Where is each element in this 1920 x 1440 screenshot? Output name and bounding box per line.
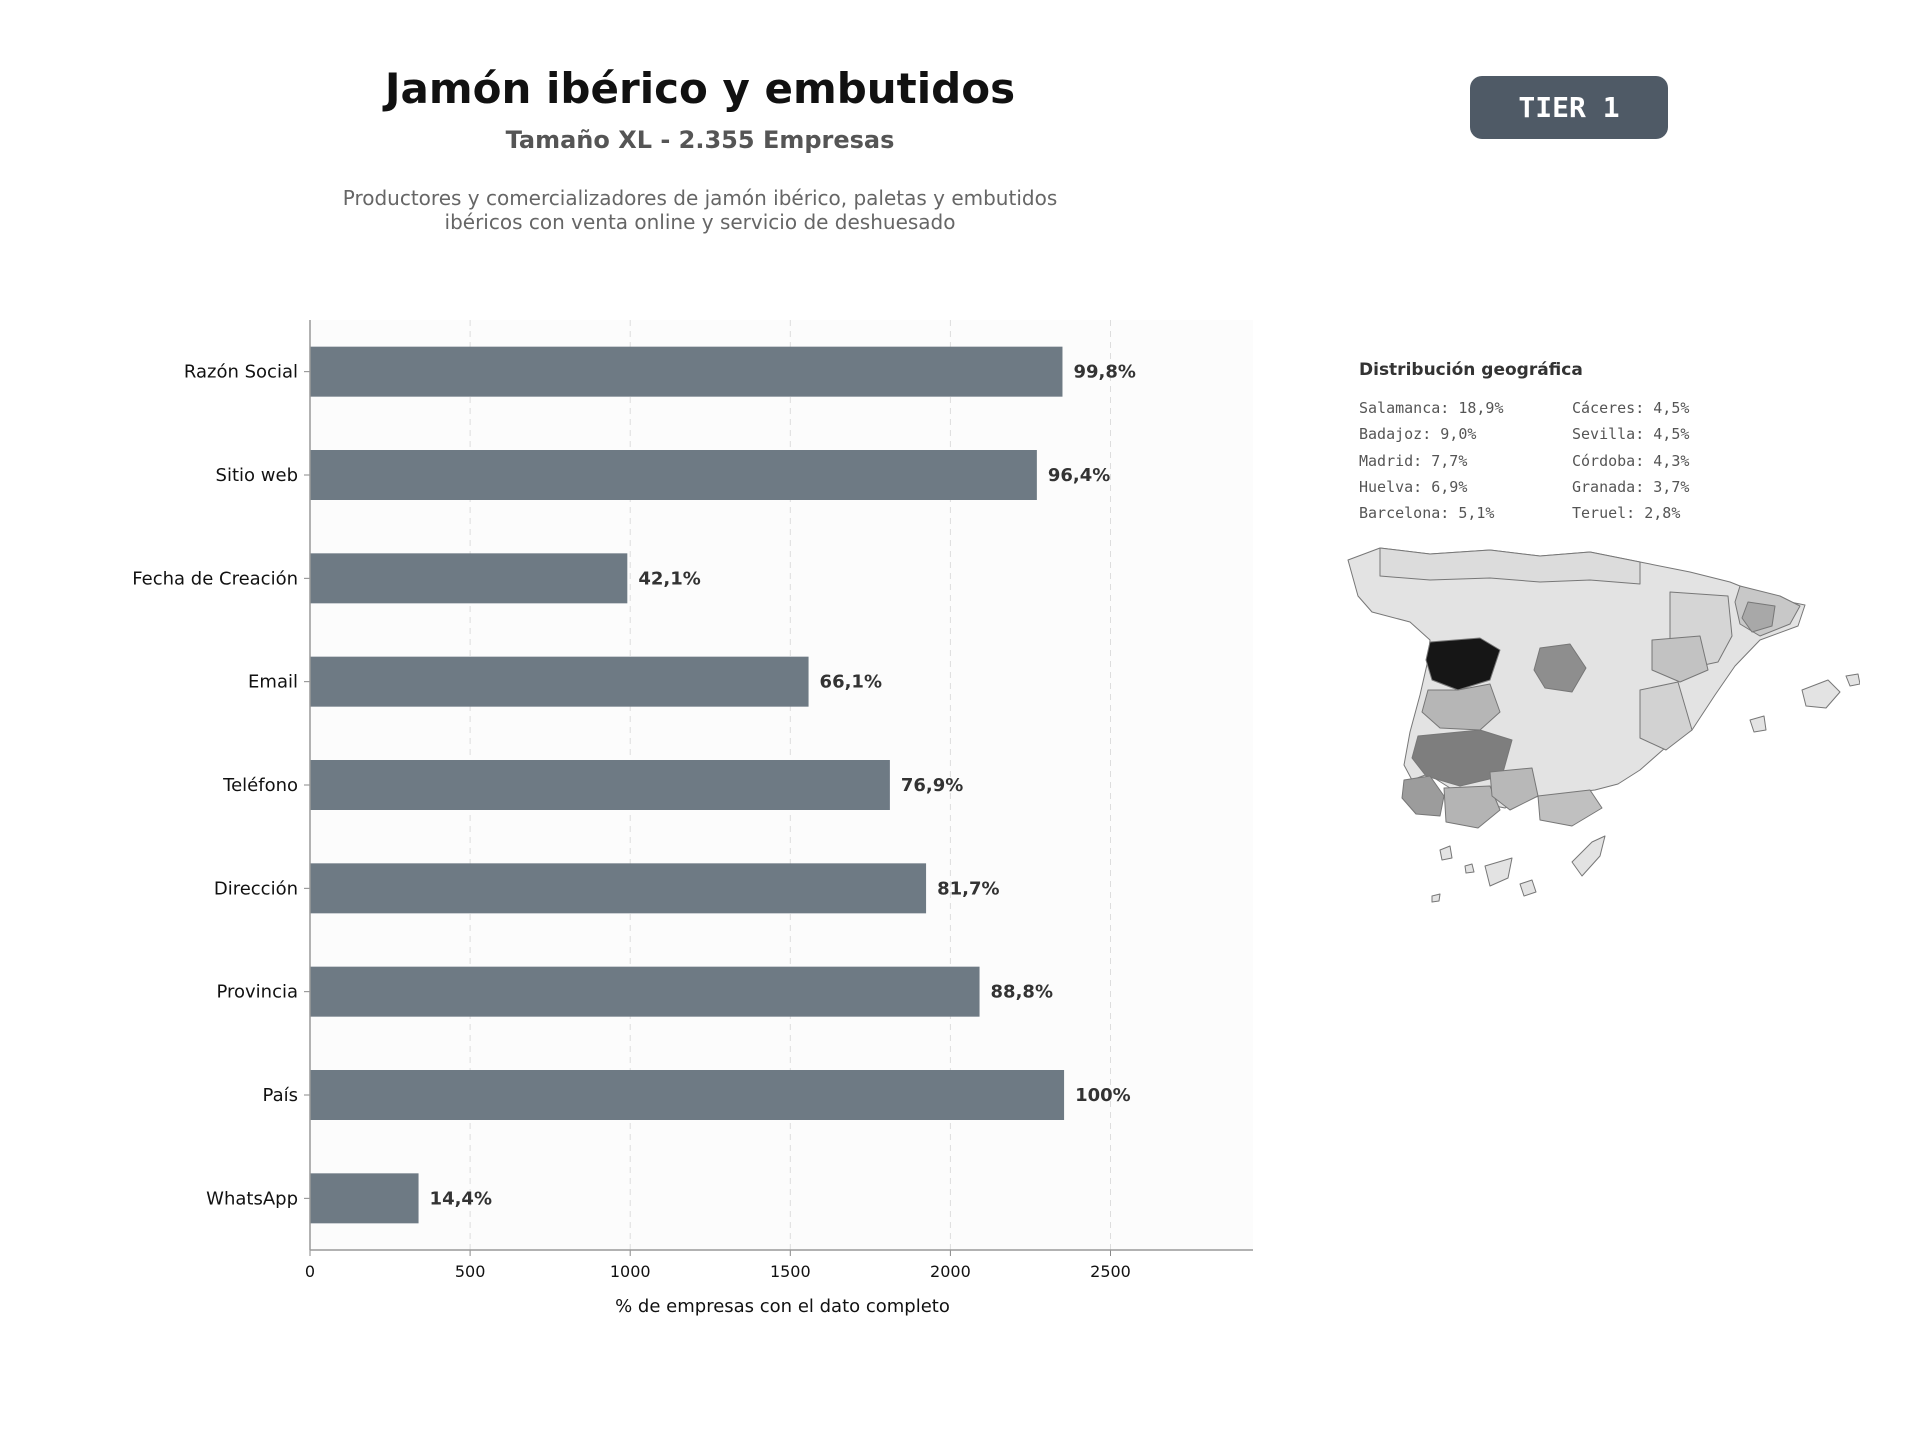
- map-region-balearic-ibiza: [1749, 715, 1767, 733]
- description-line-1: Productores y comercializadores de jamón…: [342, 186, 1058, 210]
- bar: [310, 346, 1063, 397]
- bar: [310, 760, 890, 810]
- map-region-canary-3: [1484, 857, 1513, 887]
- map-region-balearic-menorca: [1845, 673, 1860, 687]
- x-tick-label: 0: [305, 1262, 315, 1281]
- chart-description: Productores y comercializadores de jamón…: [0, 186, 1400, 234]
- bar: [310, 656, 809, 707]
- map-region-sevilla: [1443, 785, 1501, 829]
- map-region-madrid: [1533, 643, 1587, 693]
- map-region-caceres: [1421, 683, 1501, 731]
- geo-item: Salamanca: 18,9%: [1359, 399, 1504, 417]
- map-region-canary-4: [1519, 879, 1537, 897]
- x-tick-label: 1000: [610, 1262, 651, 1281]
- map-region-granada: [1537, 789, 1603, 827]
- geo-distribution-list: Salamanca: 18,9% Cáceres: 4,5% Badajoz: …: [1359, 398, 1719, 529]
- y-tick-label: Razón Social: [184, 362, 298, 383]
- data-label: 42,1%: [638, 568, 700, 589]
- bar: [310, 966, 980, 1017]
- y-tick-label: Email: [248, 672, 298, 693]
- data-label: 96,4%: [1048, 465, 1110, 486]
- geo-item: Huelva: 6,9%: [1359, 477, 1468, 496]
- geo-item: Córdoba: 4,3%: [1572, 451, 1690, 470]
- bar: [310, 1173, 419, 1224]
- x-tick-label: 2500: [1090, 1262, 1131, 1281]
- y-tick-label: Sitio web: [216, 465, 298, 486]
- geo-item: Badajoz: 9,0%: [1359, 425, 1477, 444]
- description-line-2: ibéricos con venta online y servicio de …: [444, 210, 956, 234]
- map-region-teruel: [1651, 635, 1709, 683]
- data-label: 99,8%: [1073, 362, 1135, 383]
- data-label: 14,4%: [430, 1188, 492, 1209]
- y-tick-label: Provincia: [216, 982, 298, 1003]
- map-region-barcelona: [1741, 601, 1776, 633]
- map-region-north-strip: [1379, 547, 1641, 585]
- geo-distribution-title: Distribución geográfica: [1359, 360, 1583, 380]
- data-label: 76,9%: [901, 775, 963, 796]
- map-region-canary-6: [1431, 893, 1441, 903]
- map-region-huelva: [1401, 775, 1445, 817]
- chart-subtitle: Tamaño XL - 2.355 Empresas: [505, 126, 895, 154]
- y-tick-label: Teléfono: [222, 775, 298, 796]
- y-tick-label: WhatsApp: [206, 1188, 298, 1209]
- data-label: 81,7%: [937, 878, 999, 899]
- map-region-salamanca: [1425, 637, 1501, 691]
- x-axis-label: % de empresas con el dato completo: [615, 1296, 950, 1317]
- map-region-east-coast: [1639, 681, 1693, 751]
- geo-item: Madrid: 7,7%: [1359, 451, 1468, 470]
- data-label: 88,8%: [991, 982, 1053, 1003]
- bar: [310, 553, 628, 604]
- x-tick-label: 500: [455, 1262, 486, 1281]
- map-region-canary-2: [1464, 863, 1475, 874]
- bar: [310, 450, 1037, 500]
- data-label: 66,1%: [820, 672, 882, 693]
- geo-item: Granada: 3,7%: [1572, 477, 1690, 496]
- bar: [310, 863, 927, 914]
- bar-chart: 0 500 1000 1500 2000 2500 Razón Social 99,8% Sit…: [132, 320, 1253, 1317]
- x-tick-label: 2000: [930, 1262, 971, 1281]
- y-tick-label: Dirección: [214, 878, 298, 899]
- tier-badge: TIER 1: [1470, 76, 1668, 139]
- y-tick-label: País: [263, 1085, 298, 1106]
- map-region-canary-1: [1439, 845, 1453, 861]
- geo-item: Barcelona: 5,1%: [1359, 504, 1495, 523]
- map-region-cordoba: [1489, 767, 1539, 811]
- spain-province-map: [1347, 547, 1860, 903]
- y-tick-label: Fecha de Creación: [132, 568, 298, 589]
- map-region-badajoz: [1411, 729, 1513, 787]
- geo-item: Cáceres: 4,5%: [1572, 399, 1690, 417]
- data-label: 100%: [1075, 1085, 1131, 1106]
- bar: [310, 1070, 1065, 1120]
- geo-item: Sevilla: 4,5%: [1572, 425, 1690, 444]
- map-region-balearic-mallorca: [1801, 679, 1841, 709]
- map-region-canary-5: [1571, 835, 1606, 877]
- x-tick-label: 1500: [770, 1262, 811, 1281]
- chart-title: Jamón ibérico y embutidos: [384, 64, 1016, 113]
- geo-item: Teruel: 2,8%: [1572, 504, 1681, 523]
